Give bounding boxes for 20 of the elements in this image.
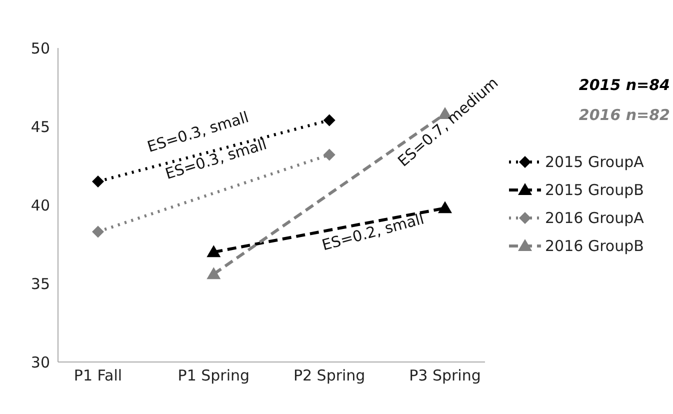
annotation: ES=0.2, small — [319, 208, 427, 256]
y-tick-label: 50 — [30, 39, 50, 58]
legend-label: 2015 GroupA — [545, 153, 644, 171]
point — [323, 114, 336, 126]
text: 2015 n=84 — [578, 76, 670, 94]
x-tick-label: P1 Fall — [74, 366, 122, 385]
y-tick-label: 35 — [30, 274, 50, 293]
x-tick-label: P3 Spring — [409, 366, 481, 385]
legend-label: 2015 GroupB — [545, 181, 644, 199]
y-tick-label: 45 — [30, 118, 50, 136]
x-tick-label: P1 Spring — [178, 366, 250, 385]
y-tick-label: 30 — [30, 353, 50, 372]
point — [92, 226, 104, 238]
y-tick-label: 40 — [30, 196, 50, 214]
legend-label: 2016 GroupB — [545, 237, 644, 255]
text: 2016 n=82 — [578, 106, 670, 124]
legend-label: 2016 GroupA — [545, 209, 644, 227]
x-tick-label: P2 Spring — [293, 366, 366, 385]
point — [92, 175, 104, 188]
point — [323, 148, 336, 161]
